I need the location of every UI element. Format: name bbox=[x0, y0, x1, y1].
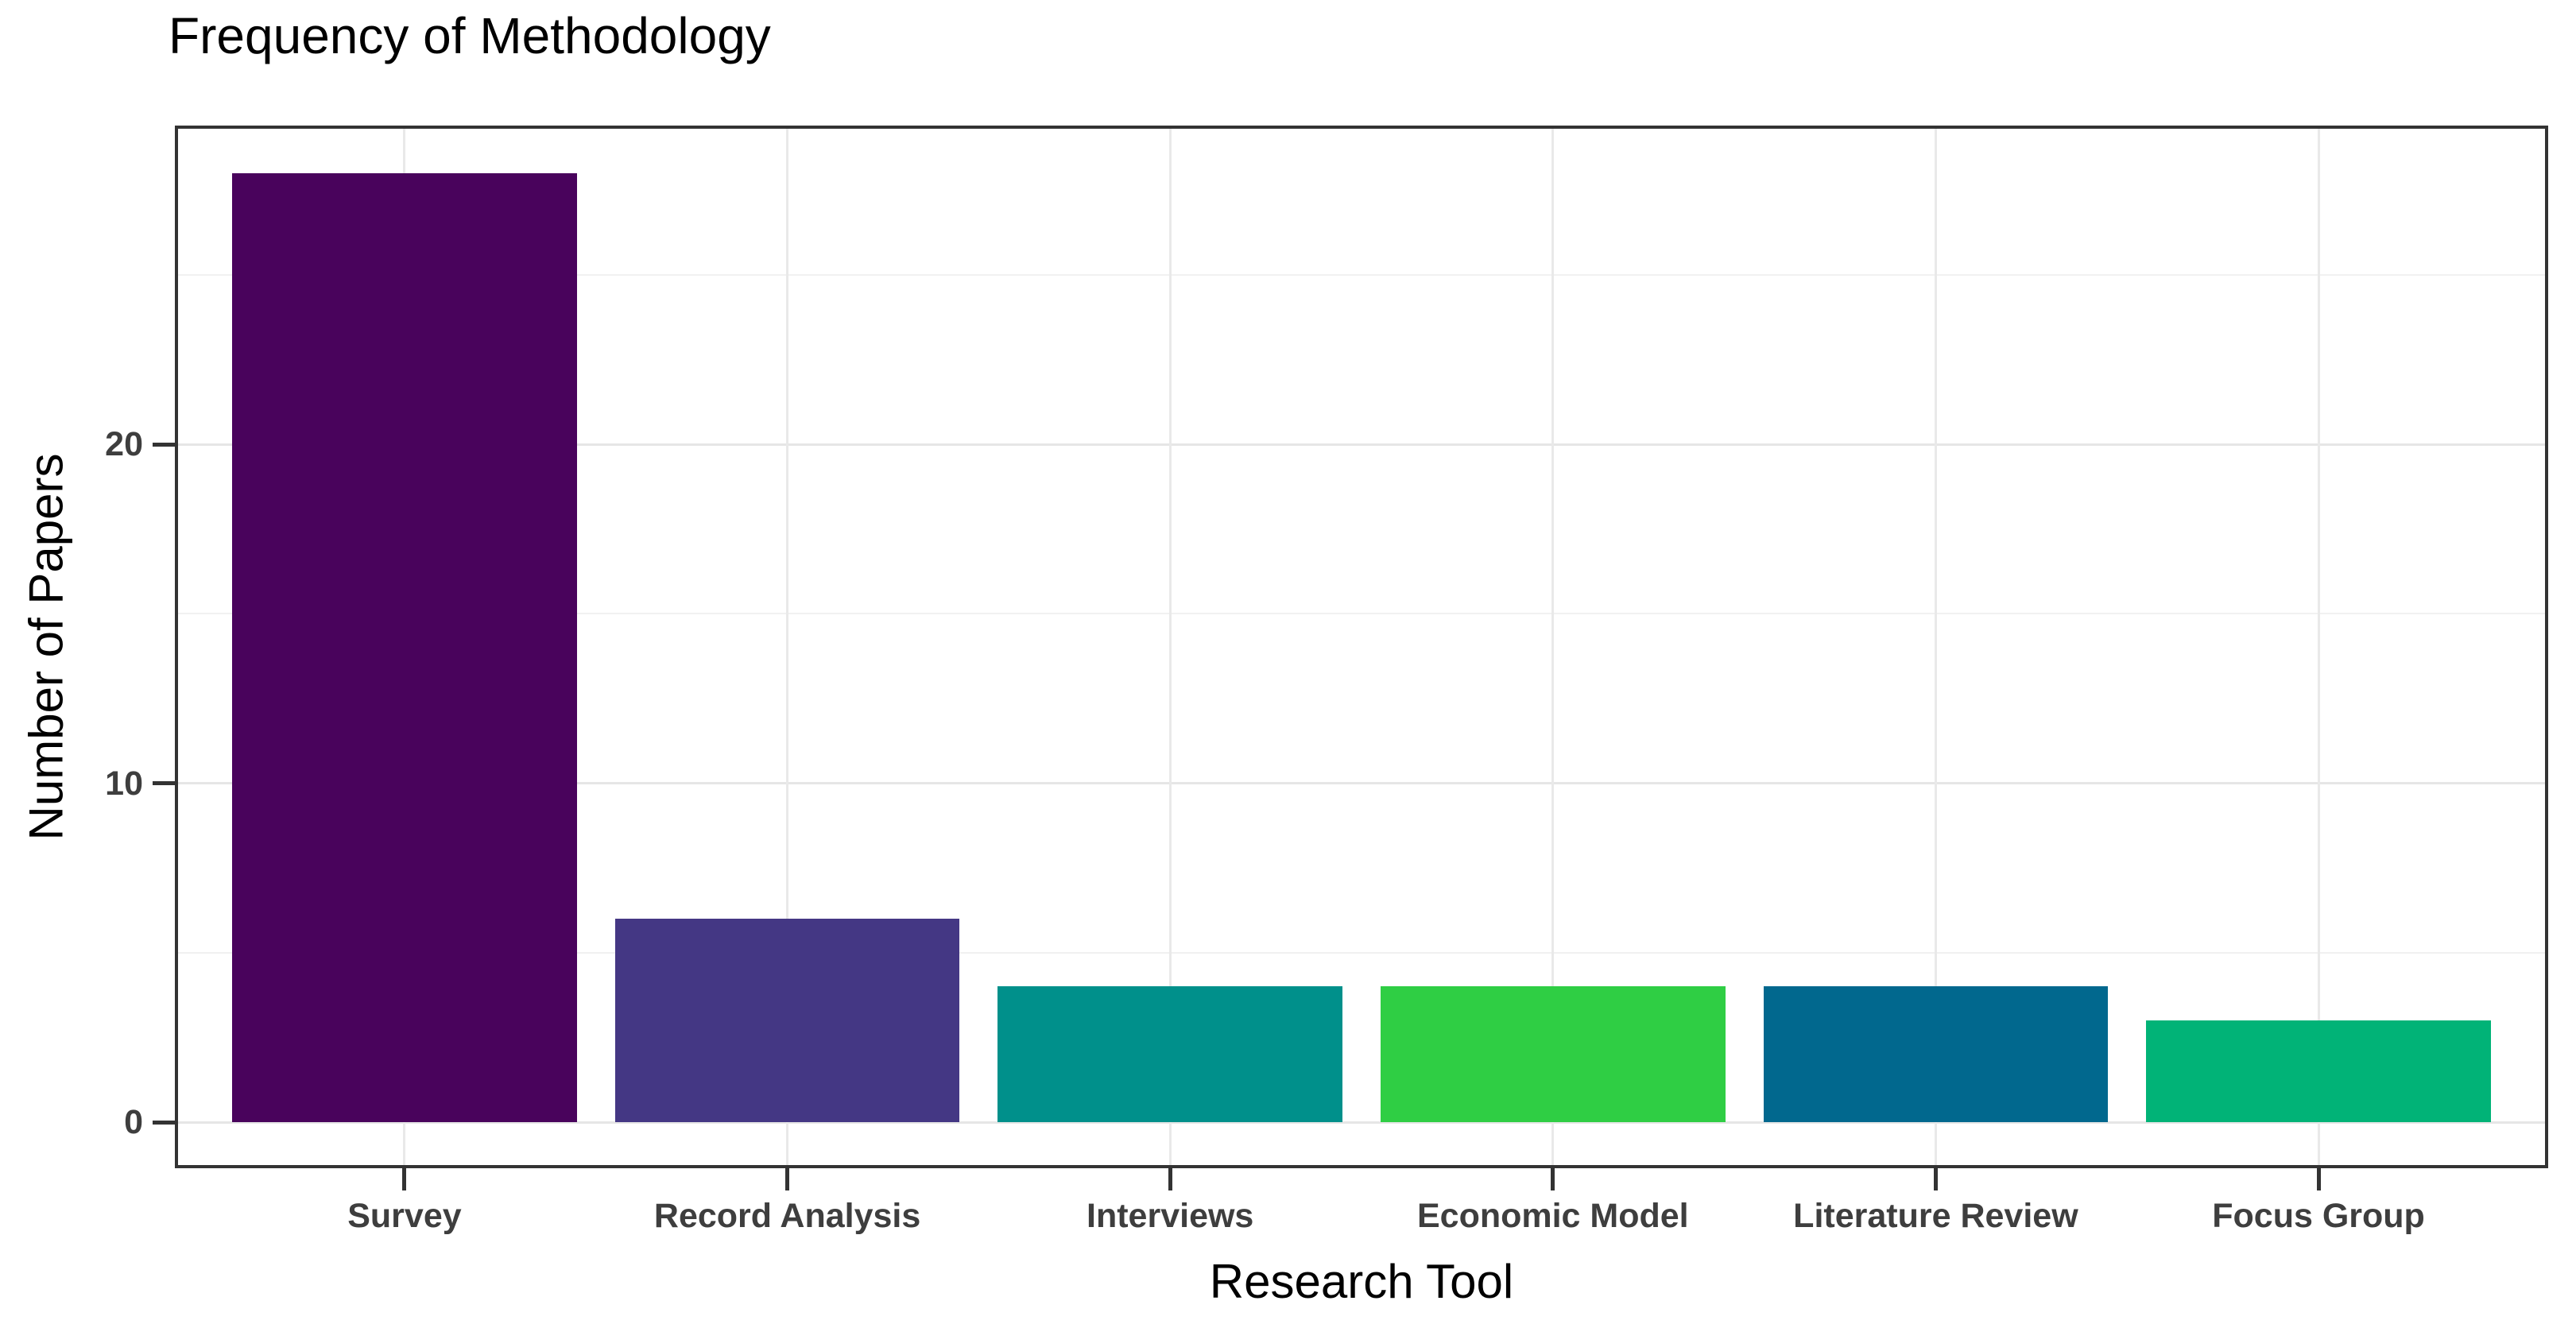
x-tick-label-focus-group: Focus Group bbox=[2212, 1197, 2425, 1235]
gridline-major-y-0 bbox=[175, 1121, 2548, 1124]
bar-survey bbox=[232, 173, 577, 1122]
y-tick-label-0: 0 bbox=[124, 1103, 143, 1141]
x-tick-mark-economic-model bbox=[1551, 1168, 1555, 1190]
x-tick-mark-record-analysis bbox=[785, 1168, 790, 1190]
chart-title: Frequency of Methodology bbox=[169, 7, 771, 64]
x-tick-label-survey: Survey bbox=[347, 1197, 462, 1235]
gridline-minor-y-25 bbox=[175, 274, 2548, 276]
bar-literature-review bbox=[1763, 986, 2109, 1122]
x-tick-label-literature-review: Literature Review bbox=[1793, 1197, 2078, 1235]
bar-focus-group bbox=[2146, 1020, 2491, 1122]
x-tick-label-interviews: Interviews bbox=[1087, 1197, 1254, 1235]
plot-panel bbox=[175, 126, 2548, 1168]
gridline-minor-y-15 bbox=[175, 613, 2548, 615]
gridline-major-y-20 bbox=[175, 443, 2548, 446]
gridline-major-x-literature-review bbox=[1934, 126, 1937, 1168]
gridline-major-x-focus-group bbox=[2317, 126, 2320, 1168]
x-tick-label-record-analysis: Record Analysis bbox=[653, 1197, 921, 1235]
bar-economic-model bbox=[1381, 986, 1726, 1122]
gridline-major-x-interviews bbox=[1168, 126, 1172, 1168]
bar-interviews bbox=[997, 986, 1342, 1122]
x-tick-mark-focus-group bbox=[2316, 1168, 2321, 1190]
gridline-major-x-record-analysis bbox=[786, 126, 789, 1168]
x-axis-title: Research Tool bbox=[1209, 1255, 1514, 1308]
y-tick-mark-0 bbox=[153, 1120, 175, 1125]
gridline-major-x-economic-model bbox=[1551, 126, 1555, 1168]
x-tick-mark-interviews bbox=[1168, 1168, 1172, 1190]
bar-record-analysis bbox=[614, 919, 960, 1122]
x-tick-mark-literature-review bbox=[1933, 1168, 1938, 1190]
y-tick-label-10: 10 bbox=[105, 764, 143, 803]
y-tick-label-20: 20 bbox=[105, 425, 143, 464]
y-tick-mark-20 bbox=[153, 442, 175, 447]
gridline-minor-y-5 bbox=[175, 951, 2548, 954]
gridline-major-y-10 bbox=[175, 782, 2548, 785]
y-tick-mark-10 bbox=[153, 781, 175, 786]
x-tick-label-economic-model: Economic Model bbox=[1416, 1197, 1689, 1235]
x-tick-mark-survey bbox=[402, 1168, 407, 1190]
